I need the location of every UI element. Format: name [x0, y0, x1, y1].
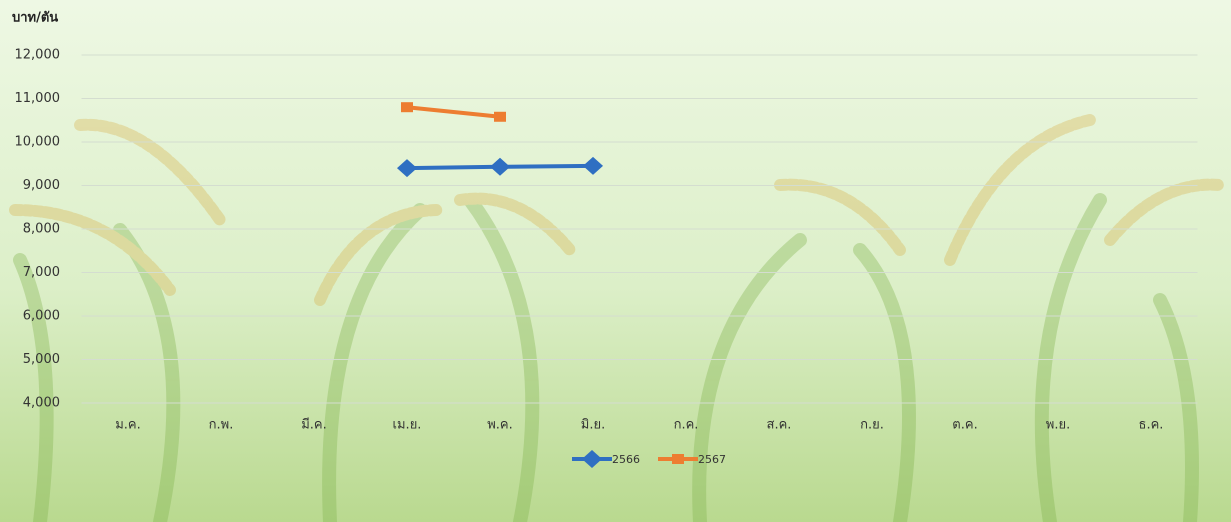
data-point [490, 157, 510, 176]
x-tick-label: มิ.ย. [581, 418, 605, 433]
legend-marker [672, 454, 684, 464]
x-tick-label: ต.ค. [952, 418, 977, 433]
series-line [406, 105, 501, 119]
y-tick-label: 10,000 [15, 135, 61, 150]
data-point [494, 111, 506, 122]
data-point [397, 159, 417, 178]
y-tick-label: 8,000 [23, 222, 60, 237]
legend-marker [582, 450, 602, 468]
y-axis-label: บาท/ตัน [12, 11, 58, 26]
x-tick-label: พ.ย. [1046, 418, 1070, 433]
x-tick-label: ก.ย. [860, 418, 884, 433]
x-tick-label: ก.พ. [209, 418, 234, 433]
x-tick-label: ส.ค. [767, 418, 792, 433]
legend-label: 2566 [612, 453, 640, 466]
y-tick-label: 9,000 [23, 178, 60, 193]
y-tick-label: 11,000 [15, 91, 61, 106]
y-tick-label: 6,000 [23, 309, 60, 324]
y-tick-label: 4,000 [23, 396, 60, 411]
x-tick-label: ก.ค. [674, 418, 699, 433]
x-tick-label: มี.ค. [301, 417, 327, 433]
y-tick-label: 7,000 [23, 265, 60, 280]
x-tick-label: เม.ย. [393, 418, 422, 433]
rice-decoration [9, 114, 1226, 522]
data-point [401, 102, 413, 113]
y-tick-label: 12,000 [15, 48, 61, 63]
x-tick-label: ม.ค. [115, 418, 141, 433]
data-point [583, 156, 603, 175]
x-tick-label: พ.ค. [487, 418, 513, 433]
y-tick-label: 5,000 [23, 352, 60, 367]
legend-label: 2567 [698, 453, 726, 466]
x-tick-label: ธ.ค. [1139, 418, 1164, 433]
